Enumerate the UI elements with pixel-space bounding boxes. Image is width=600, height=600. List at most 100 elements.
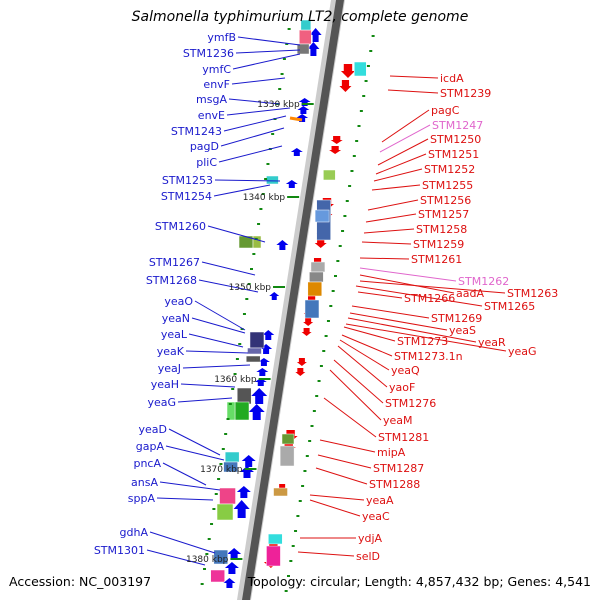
gene-label-ymfc: ymfC	[202, 63, 231, 76]
leader-line-envf	[231, 77, 286, 85]
forward-gene-arrow	[236, 486, 251, 498]
minor-tick	[250, 268, 254, 270]
gene-feature-block-11	[309, 271, 324, 283]
forward-gene-arrow	[297, 106, 310, 114]
gene-feature-block-16	[245, 355, 261, 363]
gene-label-stm1254: STM1254	[161, 190, 212, 203]
minor-tick	[214, 493, 218, 495]
minor-tick	[228, 403, 232, 405]
minor-tick	[289, 560, 293, 562]
minor-tick	[280, 73, 284, 75]
minor-tick	[286, 575, 290, 577]
gene-label-ymfb: ymfB	[207, 31, 236, 44]
gene-feature-block-4	[266, 175, 279, 185]
gene-label-stm1253: STM1253	[162, 174, 213, 187]
accession-text: Accession: NC_003197	[9, 574, 152, 589]
gene-label-stm1261-12: STM1261	[411, 253, 462, 266]
minor-tick	[350, 170, 354, 172]
scale-label-1: 1340 kbp	[243, 193, 286, 203]
leader-line-yead	[168, 428, 221, 456]
leader-line-year-20	[347, 317, 477, 343]
minor-tick	[261, 193, 265, 195]
gene-label-stm1262-13: STM1262	[458, 275, 509, 288]
gene-label-stm1256-8: STM1256	[420, 194, 471, 207]
gene-label-stm1263-15: STM1263	[507, 287, 558, 300]
gene-label-yeas-19: yeaS	[449, 324, 476, 337]
leader-line-gapa	[165, 445, 225, 461]
leader-line-stm1287-30	[317, 454, 372, 469]
orange-feature-mark	[289, 116, 303, 122]
gene-label-layer: ymfB STM1236 ymfC envF msgA envE STM1243 pagD pl…	[94, 31, 558, 563]
leader-line-yeal	[188, 333, 244, 348]
minor-tick	[207, 538, 211, 540]
minor-tick	[287, 28, 291, 30]
gene-label-gdha: gdhA	[120, 526, 149, 539]
minor-tick	[264, 178, 268, 180]
gene-label-yeag-21: yeaG	[508, 345, 537, 358]
minor-tick	[301, 485, 305, 487]
leader-line-gdha	[149, 531, 216, 554]
minor-tick	[284, 590, 288, 592]
minor-tick	[352, 155, 356, 157]
gene-feature-block-19	[226, 401, 236, 421]
minor-tick	[315, 395, 319, 397]
minor-tick	[217, 478, 221, 480]
gene-feature-block-0	[299, 29, 312, 45]
gene-label-stm1266-16: STM1266	[404, 292, 455, 305]
minor-tick	[326, 320, 330, 322]
leader-line-icda-0	[389, 75, 439, 79]
leader-line-stm1268	[198, 279, 259, 293]
minor-tick	[226, 418, 230, 420]
minor-tick	[282, 58, 286, 60]
leader-line-yeag-21	[345, 323, 507, 352]
gene-label-stm1273-1n-23: STM1273.1n	[394, 350, 463, 363]
gene-label-stm1258-10: STM1258	[416, 223, 467, 236]
gene-label-yeak: yeaK	[157, 345, 185, 358]
gene-label-pnca: pncA	[133, 457, 161, 470]
leader-line-stm1250-4	[377, 138, 429, 166]
forward-gene-arrow	[285, 180, 298, 188]
leader-line-ansa	[159, 481, 221, 491]
minor-tick	[257, 223, 261, 225]
forward-gene-arrow	[241, 455, 256, 467]
forward-gene-arrow	[224, 562, 239, 574]
leader-line-stm1266-16	[357, 291, 403, 299]
forward-gene-arrow	[256, 368, 269, 376]
gene-feature-block-22	[219, 487, 236, 505]
leader-line-stm1273-22	[343, 326, 396, 342]
forward-gene-arrow	[290, 148, 303, 156]
map-title: Salmonella typhimurium LT2, complete gen…	[131, 9, 469, 25]
leader-line-stm1254	[213, 184, 271, 197]
gene-label-stm1287-30: STM1287	[373, 462, 424, 475]
minor-tick	[254, 238, 258, 240]
minor-tick	[310, 425, 314, 427]
reverse-gene-arrow	[340, 64, 355, 78]
gene-label-stm1243: STM1243	[171, 125, 222, 138]
forward-gene-arrow	[262, 330, 275, 340]
reverse-gene-arrow	[314, 238, 327, 248]
minor-tick	[348, 185, 352, 187]
minor-tick	[285, 43, 289, 45]
gene-feature-block-13	[304, 299, 320, 319]
gene-feature-block-25	[279, 445, 295, 467]
gene-label-mipa-29: mipA	[377, 446, 406, 459]
leader-line-stm1276-26	[333, 359, 384, 404]
forward-gene-arrow	[233, 500, 250, 518]
forward-gene-arrow	[309, 28, 322, 42]
minor-tick	[362, 95, 366, 97]
gene-label-stm1239-1: STM1239	[440, 87, 491, 100]
minor-tick	[357, 125, 361, 127]
leader-line-yeaa-32	[309, 494, 365, 501]
gene-feature-block-14	[249, 331, 265, 349]
minor-tick	[221, 448, 225, 450]
leader-line-layer	[146, 36, 507, 566]
gene-label-yean: yeaN	[162, 312, 190, 325]
minor-tick	[312, 410, 316, 412]
gene-label-yeah: yeaH	[151, 378, 179, 391]
gene-label-stm1236: STM1236	[183, 47, 234, 60]
minor-tick	[238, 343, 242, 345]
minor-tick	[359, 110, 363, 112]
minor-tick	[317, 380, 321, 382]
minor-tick	[224, 433, 228, 435]
